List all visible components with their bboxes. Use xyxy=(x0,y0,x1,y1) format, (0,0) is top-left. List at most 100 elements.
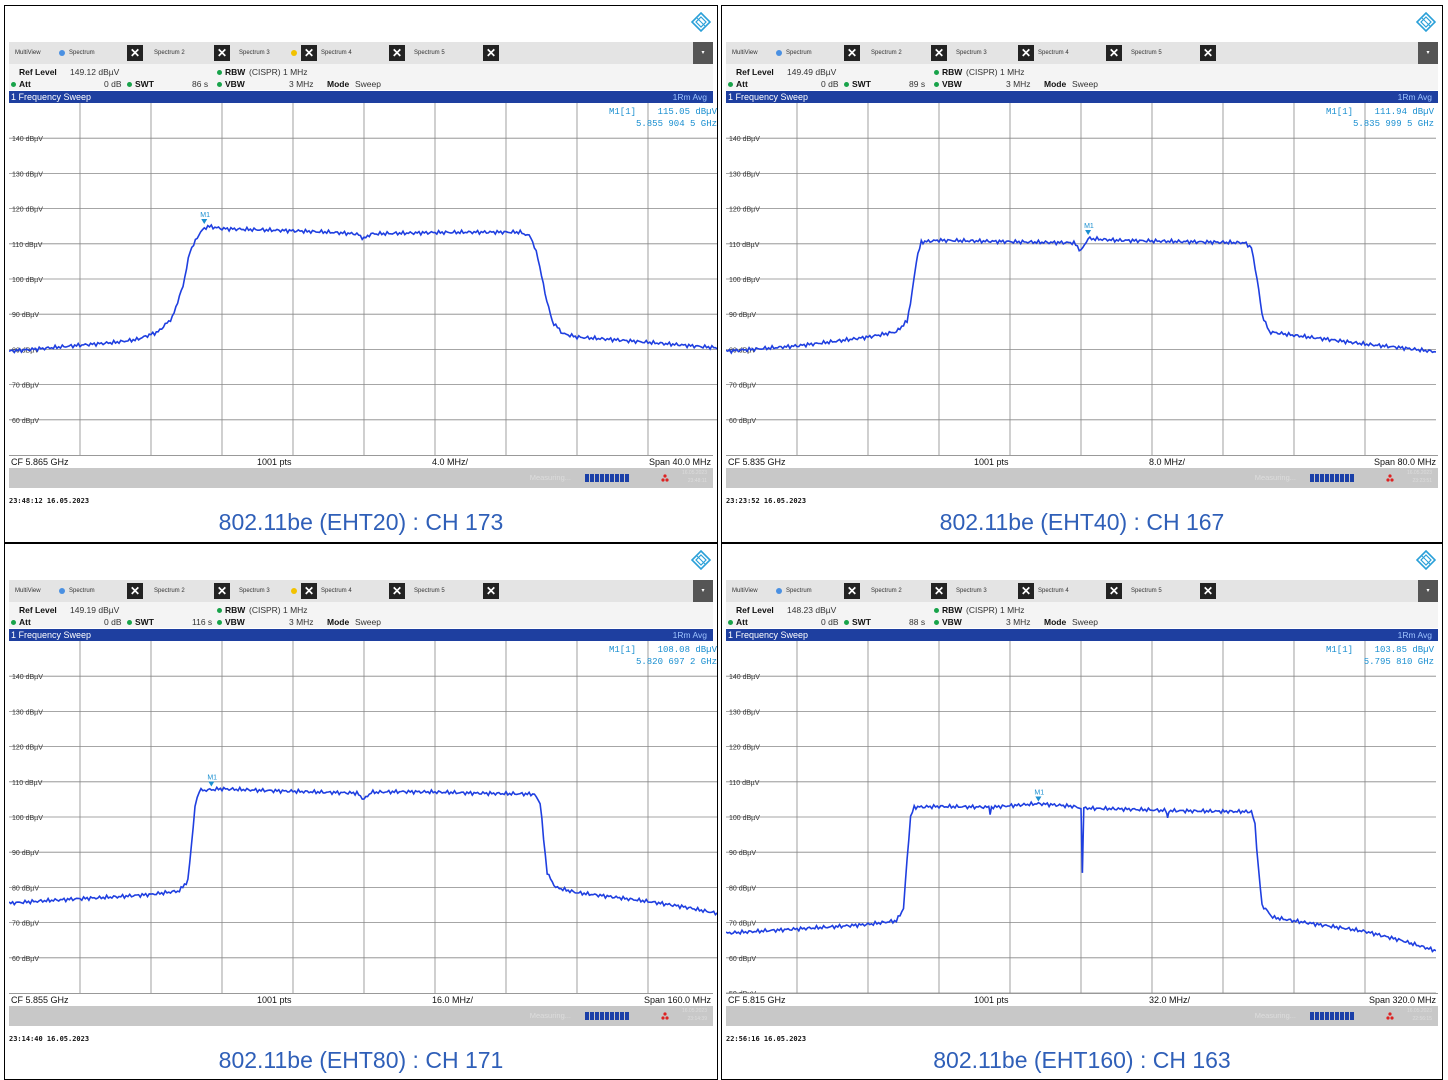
tab-bar: MultiView Spectrum Spectrum 2 Spectrum 3 Spe… xyxy=(726,42,1438,64)
tab-spectrum-2[interactable]: Spectrum 2 xyxy=(154,50,185,56)
close-tab-button[interactable]: ✕ xyxy=(483,45,499,61)
mode-label: Mode xyxy=(1044,79,1067,89)
close-tab-button[interactable]: ✕ xyxy=(931,583,947,599)
close-tab-button[interactable]: ✕ xyxy=(389,45,405,61)
close-tab-button[interactable]: ✕ xyxy=(127,45,143,61)
close-tab-button[interactable]: ✕ xyxy=(1200,583,1216,599)
close-tab-button[interactable]: ✕ xyxy=(127,583,143,599)
close-tab-button[interactable]: ✕ xyxy=(214,583,230,599)
panel-caption: 802.11be (EHT160) : CH 163 xyxy=(933,1047,1231,1073)
y-tick-label: 110 dBµV xyxy=(12,780,43,787)
close-tab-button[interactable]: ✕ xyxy=(1018,583,1034,599)
close-tab-button[interactable]: ✕ xyxy=(389,583,405,599)
spectrum-panel: MultiView Spectrum Spectrum 2 Spectrum 3 Spe… xyxy=(721,5,1443,543)
rbw-label: RBW xyxy=(225,67,246,77)
tab-spectrum-5[interactable]: Spectrum 5 xyxy=(1131,50,1162,56)
tab-spectrum-4[interactable]: Spectrum 4 xyxy=(321,50,352,56)
rohde-schwarz-logo-icon xyxy=(691,550,711,570)
trace-mode: 1Rm Avg xyxy=(672,92,707,102)
att-indicator-icon xyxy=(728,82,733,87)
spectrum-plot: 140 dBµV 130 dBµV 120 dBµV 110 dBµV 100 dBµV… xyxy=(725,103,1437,455)
tab-spectrum-5[interactable]: Spectrum 5 xyxy=(414,588,445,594)
rbw-value: (CISPR) 1 MHz xyxy=(249,67,308,77)
tab-spectrum-3[interactable]: Spectrum 3 xyxy=(956,588,987,594)
att-indicator-icon xyxy=(11,620,16,625)
marker-readout-name: M1[1] xyxy=(1326,107,1353,117)
y-tick-label: 60 dBµV xyxy=(12,956,39,963)
mode-value: Sweep xyxy=(355,617,381,627)
close-tab-button[interactable]: ✕ xyxy=(483,583,499,599)
tab-spectrum-4[interactable]: Spectrum 4 xyxy=(1038,588,1069,594)
tab-spectrum[interactable]: Spectrum xyxy=(786,588,812,594)
dropdown-button[interactable]: ▾ xyxy=(693,580,713,602)
rbw-indicator-icon xyxy=(934,608,939,613)
center-frequency: CF 5.815 GHz xyxy=(728,995,786,1005)
tab-spectrum-5[interactable]: Spectrum 5 xyxy=(1131,588,1162,594)
y-tick-label: 100 dBµV xyxy=(729,277,760,284)
tab-multiview[interactable]: MultiView xyxy=(732,588,758,594)
tab-spectrum-3[interactable]: Spectrum 3 xyxy=(239,50,270,56)
marker-readout-frequency: 5.855 904 5 GHz xyxy=(636,119,717,129)
dropdown-button[interactable]: ▾ xyxy=(1418,42,1438,64)
tab-bar: MultiView Spectrum Spectrum 2 Spectrum 3 Spe… xyxy=(9,580,713,602)
vbw-label: VBW xyxy=(942,617,962,627)
tab-spectrum-2[interactable]: Spectrum 2 xyxy=(871,588,902,594)
tab-spectrum-3[interactable]: Spectrum 3 xyxy=(239,588,270,594)
tab-spectrum[interactable]: Spectrum xyxy=(786,50,812,56)
spectrum-chart: 140 dBµV 130 dBµV 120 dBµV 110 dBµV 100 dBµV… xyxy=(8,641,717,993)
ref-level-label: Ref Level xyxy=(19,605,57,615)
tab-multiview[interactable]: MultiView xyxy=(15,50,41,56)
frequency-per-division: 4.0 MHz/ xyxy=(432,457,469,467)
y-tick-label: 120 dBµV xyxy=(729,207,760,214)
tab-spectrum-2[interactable]: Spectrum 2 xyxy=(154,588,185,594)
tab-spectrum[interactable]: Spectrum xyxy=(69,588,95,594)
measurement-params: Ref Level 149.12 dBµV RBW (CISPR) 1 MHz Att 0… xyxy=(9,64,713,90)
close-tab-button[interactable]: ✕ xyxy=(301,45,317,61)
tab-spectrum-4[interactable]: Spectrum 4 xyxy=(1038,50,1069,56)
tab-spectrum[interactable]: Spectrum xyxy=(69,50,95,56)
close-tab-button[interactable]: ✕ xyxy=(844,45,860,61)
close-tab-button[interactable]: ✕ xyxy=(1018,45,1034,61)
marker-readout-level: 103.85 dBµV xyxy=(1375,645,1435,655)
status-indicator-icon xyxy=(291,588,297,594)
tab-spectrum-2[interactable]: Spectrum 2 xyxy=(871,50,902,56)
att-value: 0 dB xyxy=(821,79,839,89)
y-tick-label: 70 dBµV xyxy=(12,383,39,390)
y-tick-label: 120 dBµV xyxy=(729,745,760,752)
att-label: Att xyxy=(736,617,748,627)
marker-m1-icon xyxy=(208,781,215,787)
dropdown-button[interactable]: ▾ xyxy=(693,42,713,64)
tab-spectrum-4[interactable]: Spectrum 4 xyxy=(321,588,352,594)
close-tab-button[interactable]: ✕ xyxy=(301,583,317,599)
network-status-icon xyxy=(661,1012,669,1020)
marker-label: M1 xyxy=(1084,223,1094,230)
close-tab-button[interactable]: ✕ xyxy=(1200,45,1216,61)
mode-value: Sweep xyxy=(1072,617,1098,627)
y-tick-label: 140 dBµV xyxy=(729,674,760,681)
tab-multiview[interactable]: MultiView xyxy=(732,50,758,56)
network-status-icon xyxy=(1386,474,1394,482)
y-tick-label: 140 dBµV xyxy=(729,136,760,143)
measuring-status-bar: Measuring... 16.05.2023 22:56:15 xyxy=(726,1006,1438,1026)
close-tab-button[interactable]: ✕ xyxy=(1106,45,1122,61)
close-tab-button[interactable]: ✕ xyxy=(214,45,230,61)
tab-spectrum-3[interactable]: Spectrum 3 xyxy=(956,50,987,56)
close-tab-button[interactable]: ✕ xyxy=(931,45,947,61)
swt-value: 88 s xyxy=(909,617,926,627)
trace-line xyxy=(8,223,717,354)
y-tick-label: 100 dBµV xyxy=(12,815,43,822)
swt-indicator-icon xyxy=(844,620,849,625)
rbw-value: (CISPR) 1 MHz xyxy=(249,605,308,615)
sweep-title-bar: 1 Frequency Sweep 1Rm Avg xyxy=(9,91,713,103)
tab-multiview[interactable]: MultiView xyxy=(15,588,41,594)
y-tick-label: 60 dBµV xyxy=(12,418,39,425)
close-tab-button[interactable]: ✕ xyxy=(844,583,860,599)
vbw-value: 3 MHz xyxy=(1006,617,1031,627)
close-tab-button[interactable]: ✕ xyxy=(1106,583,1122,599)
tab-bar: MultiView Spectrum Spectrum 2 Spectrum 3 Spe… xyxy=(9,42,713,64)
tab-spectrum-5[interactable]: Spectrum 5 xyxy=(414,50,445,56)
dropdown-button[interactable]: ▾ xyxy=(1418,580,1438,602)
y-tick-label: 90 dBµV xyxy=(12,312,39,319)
measuring-text: Measuring... xyxy=(529,1011,571,1020)
